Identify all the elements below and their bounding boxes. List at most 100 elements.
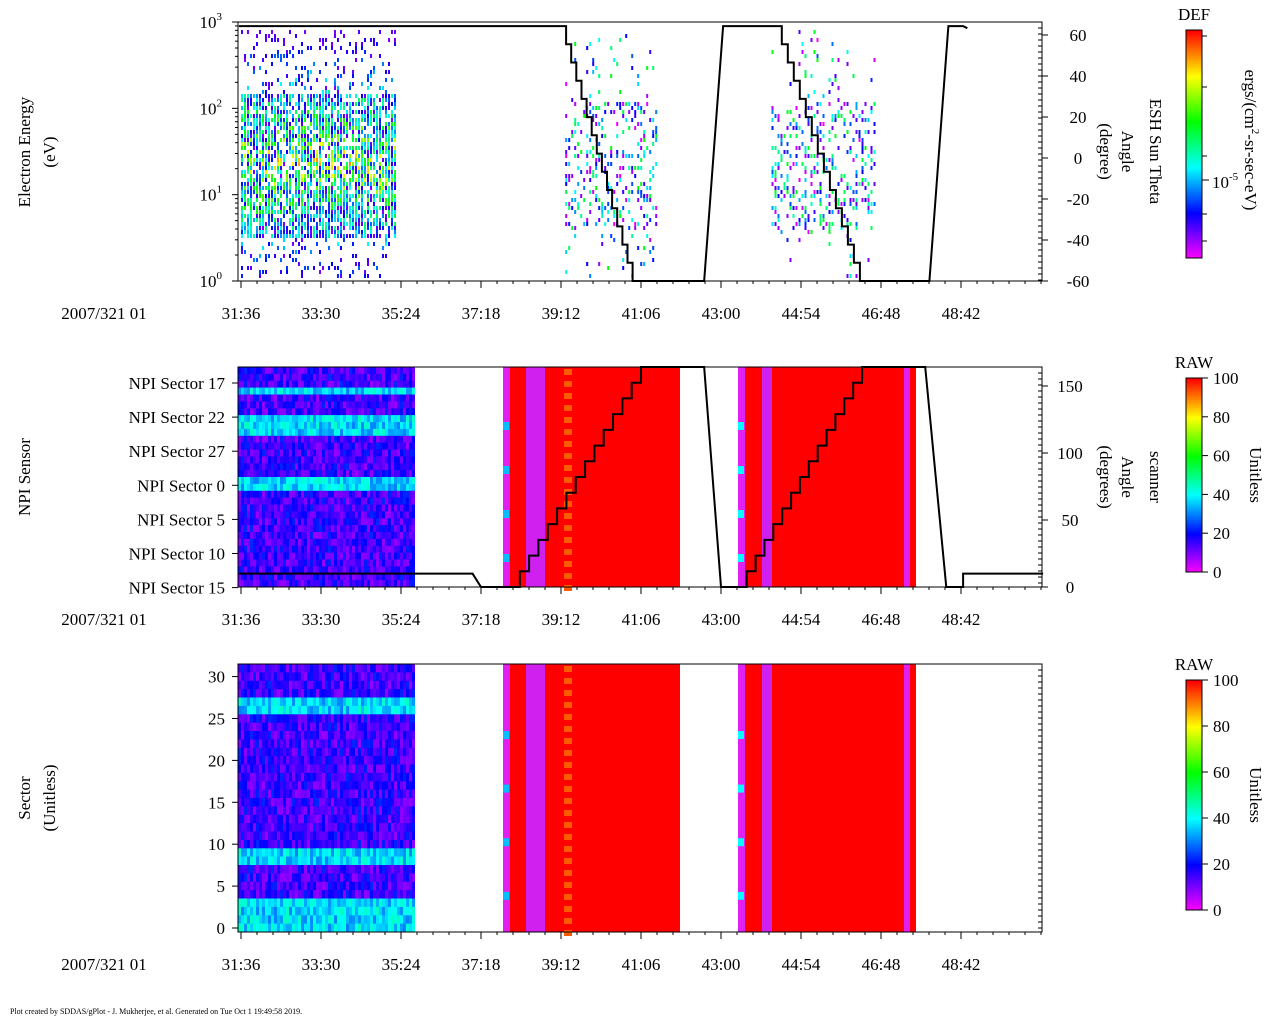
- heatmap-cell: [265, 138, 267, 142]
- heatmap-cell: [394, 150, 396, 154]
- heatmap-cell: [397, 380, 400, 389]
- heatmap-cell: [762, 367, 772, 587]
- heatmap-cell: [385, 162, 387, 166]
- heatmap-cell: [822, 114, 825, 118]
- heatmap-cell: [843, 102, 846, 106]
- x-tick-label: 31:36: [222, 304, 261, 323]
- heatmap-cell: [313, 94, 315, 98]
- heatmap-cell: [337, 58, 339, 62]
- heatmap-cell: [304, 102, 306, 106]
- heatmap-cell: [397, 415, 400, 423]
- heatmap-cell: [331, 174, 333, 178]
- colorbar-swatch: [1186, 30, 1202, 33]
- heatmap-cell: [358, 456, 361, 464]
- heatmap-cell: [310, 380, 313, 389]
- heatmap-cell: [337, 394, 340, 402]
- heatmap-cell: [256, 380, 259, 389]
- heatmap-cell: [646, 194, 649, 198]
- x-tick-label: 37:18: [462, 304, 501, 323]
- heatmap-cell: [861, 166, 864, 170]
- heatmap-cell: [412, 422, 415, 430]
- heatmap-cell: [361, 158, 363, 162]
- heatmap-cell: [589, 42, 592, 46]
- heatmap-cell: [274, 106, 276, 110]
- heatmap-cell: [412, 511, 415, 519]
- heatmap-cell: [634, 126, 637, 130]
- heatmap-cell: [388, 483, 391, 492]
- heatmap-cell: [256, 518, 259, 526]
- heatmap-cell: [385, 70, 387, 74]
- heatmap-cell: [831, 42, 834, 46]
- heatmap-cell: [334, 415, 337, 423]
- heatmap-cell: [379, 367, 382, 375]
- heatmap-cell: [322, 504, 325, 512]
- heatmap-cell: [385, 218, 387, 222]
- heatmap-cell: [394, 456, 397, 464]
- heatmap-cell: [268, 174, 270, 178]
- colorbar-tick-label: 100: [1213, 369, 1239, 388]
- heatmap-cell: [388, 162, 390, 166]
- heatmap-cell: [391, 118, 393, 122]
- heatmap-cell: [307, 226, 309, 230]
- heatmap-cell: [364, 518, 367, 526]
- heatmap-cell: [364, 566, 367, 574]
- heatmap-cell: [331, 456, 334, 464]
- heatmap-cell: [382, 470, 385, 478]
- heatmap-cell: [367, 532, 370, 540]
- heatmap-cell: [352, 470, 355, 478]
- heatmap-cell: [391, 435, 394, 444]
- heatmap-cell: [852, 138, 855, 142]
- heatmap-cell: [247, 580, 250, 588]
- heatmap-cell: [271, 138, 273, 142]
- colorbar-swatch: [1186, 426, 1202, 429]
- heatmap-cell: [271, 525, 274, 533]
- heatmap-cell: [391, 198, 393, 202]
- heatmap-cell: [262, 162, 264, 166]
- heatmap-cell: [328, 102, 330, 106]
- heatmap-cell: [310, 218, 312, 222]
- heatmap-cell: [322, 118, 324, 122]
- heatmap-cell: [310, 428, 313, 437]
- heatmap-cell: [316, 518, 319, 526]
- heatmap-cell: [355, 490, 358, 499]
- right-axis-label: scanner: [1146, 451, 1165, 503]
- heatmap-cell: [313, 373, 316, 382]
- heatmap-cell: [343, 102, 345, 106]
- heatmap-cell: [298, 130, 300, 134]
- heatmap-cell: [238, 865, 241, 874]
- heatmap-cell: [256, 218, 258, 222]
- heatmap-cell: [238, 497, 241, 505]
- heatmap-cell: [268, 186, 270, 190]
- heatmap-cell: [244, 456, 247, 464]
- heatmap-cell: [277, 490, 280, 499]
- heatmap-cell: [301, 566, 304, 574]
- heatmap-cell: [271, 154, 273, 158]
- heatmap-cell: [277, 50, 279, 54]
- colorbar-swatch: [1186, 42, 1202, 45]
- heatmap-cell: [355, 198, 357, 202]
- heatmap-cell: [406, 504, 409, 512]
- heatmap-cell: [262, 118, 264, 122]
- heatmap-cell: [253, 114, 255, 118]
- heatmap-cell: [328, 94, 330, 98]
- heatmap-cell: [325, 387, 328, 395]
- heatmap-cell: [385, 242, 387, 246]
- heatmap-cell: [361, 532, 364, 540]
- heatmap-cell: [616, 122, 619, 126]
- heatmap-cell: [334, 367, 337, 375]
- heatmap-cell: [334, 94, 336, 98]
- heatmap-cell: [283, 566, 286, 574]
- heatmap-cell: [364, 552, 367, 560]
- heatmap-cell: [322, 38, 324, 42]
- heatmap-cell: [244, 154, 246, 158]
- heatmap-cell: [349, 158, 351, 162]
- colorbar-swatch: [1186, 414, 1202, 417]
- heatmap-cell: [286, 552, 289, 560]
- heatmap-cell: [349, 154, 351, 158]
- heatmap-cell: [244, 680, 247, 690]
- heatmap-cell: [373, 422, 376, 430]
- heatmap-cell: [382, 222, 384, 226]
- heatmap-cell: [286, 174, 288, 178]
- heatmap-cell: [250, 190, 252, 194]
- heatmap-cell: [337, 174, 339, 178]
